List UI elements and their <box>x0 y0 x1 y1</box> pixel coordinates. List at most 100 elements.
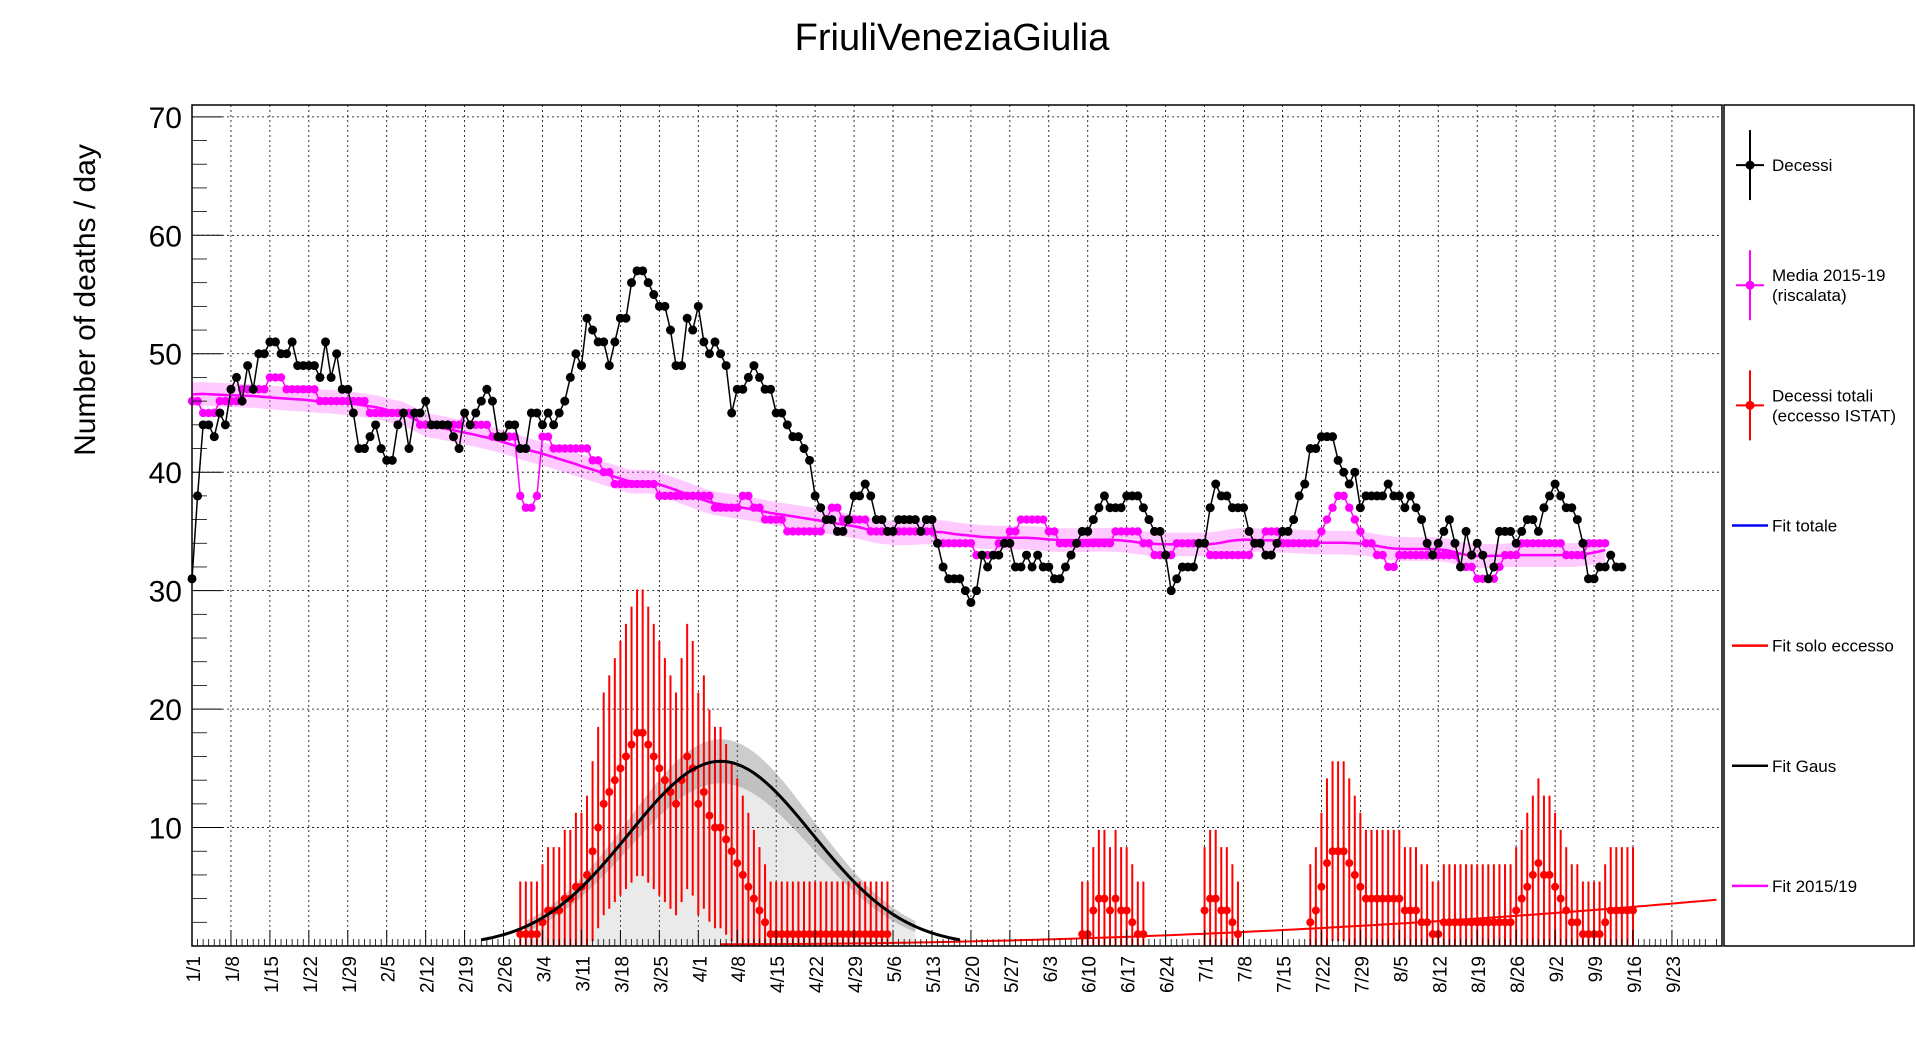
decessi-point <box>1545 491 1555 501</box>
excess-point <box>1373 894 1382 903</box>
x-tick-label: 4/8 <box>729 956 750 982</box>
x-tick-label: 1/29 <box>340 956 361 993</box>
excess-point <box>660 776 669 785</box>
excess-point <box>1356 882 1365 891</box>
excess-point <box>877 930 886 939</box>
x-tick-label: 6/10 <box>1080 956 1101 993</box>
decessi-point <box>1294 491 1304 501</box>
decessi-point <box>754 372 764 382</box>
x-tick-label: 4/29 <box>846 956 867 993</box>
decessi-point <box>610 337 620 347</box>
decessi-point <box>1211 479 1221 489</box>
decessi-point <box>1033 550 1043 560</box>
media-point <box>1467 562 1476 572</box>
excess-point <box>744 882 753 891</box>
x-tick-label: 5/20 <box>963 956 984 993</box>
decessi-point <box>1589 574 1599 584</box>
decessi-point <box>1283 526 1293 536</box>
excess-point <box>1334 847 1343 856</box>
decessi-point <box>799 444 809 454</box>
excess-point <box>1100 894 1109 903</box>
media-point <box>1345 503 1354 512</box>
decessi-point <box>348 408 358 418</box>
excess-point <box>1217 906 1226 915</box>
decessi-point <box>916 526 926 536</box>
x-tick-label: 6/24 <box>1158 956 1179 993</box>
excess-point <box>1094 894 1103 903</box>
excess-point <box>649 752 658 761</box>
excess-point <box>1328 847 1337 856</box>
excess-point <box>1573 918 1582 927</box>
decessi-point <box>1528 515 1538 525</box>
plot-frame <box>191 104 1723 947</box>
media-point <box>532 491 542 501</box>
decessi-point <box>721 361 731 371</box>
excess-point <box>822 930 831 939</box>
media-point <box>1011 527 1020 536</box>
decessi-point <box>482 384 492 394</box>
decessi-point <box>243 361 253 371</box>
excess-point <box>1317 882 1326 891</box>
excess-point <box>1506 918 1515 927</box>
x-tick-label: 1/22 <box>301 956 322 993</box>
decessi-point <box>1450 538 1460 548</box>
excess-point <box>1361 894 1370 903</box>
excess-point <box>1412 906 1420 915</box>
decessi-point <box>1088 515 1098 525</box>
excess-point <box>1345 859 1354 868</box>
legend-marker-point <box>1745 160 1755 170</box>
excess-point <box>1467 918 1476 927</box>
decessi-point <box>415 408 425 418</box>
decessi-point <box>448 432 458 442</box>
x-tick-label: 4/15 <box>768 956 789 993</box>
decessi-point <box>1116 503 1126 513</box>
excess-point <box>1367 894 1376 903</box>
decessi-point <box>660 301 670 311</box>
decessi-point <box>1517 526 1527 536</box>
decessi-point <box>1027 562 1037 572</box>
chart-title: FriuliVeneziaGiulia <box>795 17 1111 59</box>
media-point <box>260 385 269 394</box>
decessi-point <box>270 337 280 347</box>
excess-point <box>1545 870 1554 879</box>
decessi-point <box>1456 562 1466 572</box>
x-tick-label: 2/26 <box>496 956 517 993</box>
decessi-point <box>793 432 803 442</box>
decessi-point <box>1606 550 1616 560</box>
decessi-point <box>1155 526 1165 536</box>
excess-point <box>583 870 592 879</box>
decessi-point <box>554 408 564 418</box>
excess-point <box>1211 894 1220 903</box>
decessi-point <box>371 420 381 430</box>
x-tick-label: 3/18 <box>612 956 633 993</box>
excess-point <box>794 930 803 939</box>
decessi-point <box>549 420 559 430</box>
x-tick-label: 9/2 <box>1547 956 1568 982</box>
decessi-point <box>682 313 692 323</box>
decessi-point <box>960 586 970 596</box>
excess-point <box>861 930 870 939</box>
decessi-point <box>471 408 481 418</box>
decessi-point <box>560 396 570 406</box>
decessi-point <box>1483 574 1493 584</box>
legend-label: Fit 2015/19 <box>1772 877 1857 896</box>
decessi-point <box>1099 491 1109 501</box>
media-point <box>816 527 825 536</box>
decessi-point <box>1022 550 1032 560</box>
decessi-point <box>1344 479 1354 489</box>
decessi-point <box>359 444 369 454</box>
decessi-point <box>1439 526 1449 536</box>
decessi-point <box>716 349 726 359</box>
decessi-point <box>1311 444 1321 454</box>
excess-point <box>1484 918 1493 927</box>
excess-point <box>1350 870 1359 879</box>
legend-label: Fit Gaus <box>1772 757 1836 776</box>
media-point <box>966 539 976 548</box>
legend: Decessi Media 2015-19 (riscalata) Decessi t… <box>1723 104 1915 947</box>
excess-point <box>1539 870 1548 879</box>
excess-point <box>1384 894 1393 903</box>
excess-point <box>1551 882 1560 891</box>
decessi-point <box>1489 562 1499 572</box>
excess-point <box>722 835 731 844</box>
legend-marker-point <box>1745 400 1755 410</box>
